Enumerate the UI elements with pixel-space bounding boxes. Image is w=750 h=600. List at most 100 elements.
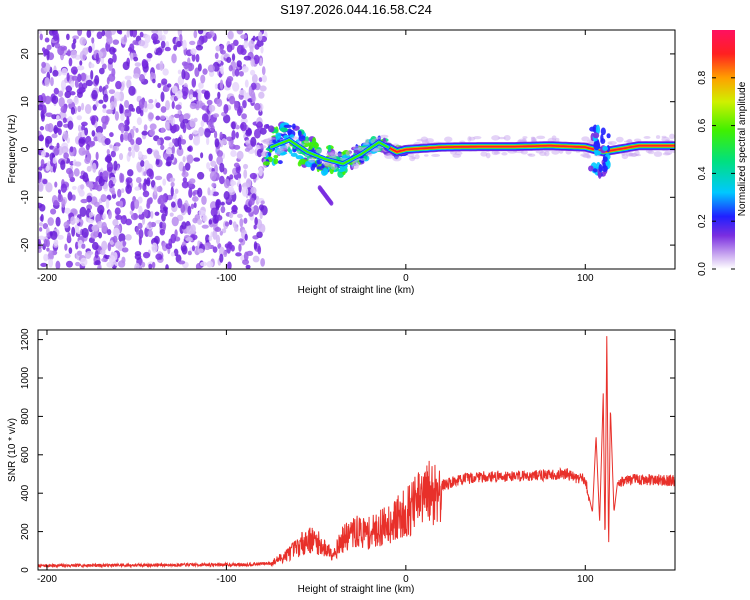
noise-speckle (101, 240, 108, 252)
noise-speckle (155, 253, 163, 260)
noise-speckle (233, 101, 239, 111)
noise-speckle (142, 154, 148, 160)
snr-y-tick-label: 600 (20, 446, 31, 463)
noise-speckle (152, 78, 156, 84)
noise-speckle (226, 44, 233, 53)
noise-speckle (261, 74, 267, 83)
noise-speckle (57, 193, 63, 203)
ridge-halo (527, 153, 532, 156)
noise-speckle (79, 206, 87, 217)
noise-speckle (220, 205, 226, 214)
noise-speckle (100, 194, 107, 203)
noise-speckle (56, 120, 63, 128)
noise-speckle (261, 66, 266, 76)
noise-speckle (81, 102, 85, 111)
noise-speckle (106, 228, 112, 236)
ridge-blob (273, 158, 279, 165)
noise-speckle (42, 178, 48, 185)
noise-speckle (215, 201, 220, 211)
noise-speckle (102, 170, 109, 181)
noise-speckle (151, 261, 156, 269)
noise-speckle (232, 81, 240, 92)
noise-speckle (201, 224, 209, 229)
noise-speckle (219, 230, 223, 236)
noise-speckle (210, 160, 217, 167)
noise-speckle (113, 160, 118, 171)
noise-speckle (162, 68, 169, 76)
noise-speckle (78, 146, 86, 156)
noise-speckle (143, 171, 147, 176)
noise-speckle (109, 144, 113, 149)
noise-speckle (197, 91, 202, 102)
noise-speckle (235, 131, 239, 139)
noise-speckle (206, 162, 211, 170)
noise-speckle (154, 211, 160, 216)
noise-speckle (187, 250, 192, 256)
ridge-halo (407, 153, 415, 158)
noise-speckle (102, 108, 107, 114)
noise-speckle (187, 57, 191, 65)
noise-speckle (200, 74, 206, 84)
noise-speckle (66, 72, 70, 82)
ridge-halo (669, 133, 675, 140)
noise-speckle (112, 53, 117, 63)
noise-speckle (189, 40, 196, 46)
noise-speckle (68, 57, 73, 67)
noise-speckle (156, 154, 162, 160)
noise-speckle (253, 241, 258, 250)
noise-speckle (81, 121, 88, 127)
noise-speckle (86, 250, 94, 256)
ridge-halo (362, 142, 370, 146)
noise-speckle (63, 152, 69, 159)
noise-speckle (154, 175, 163, 181)
colorbar-label: Normalized spectral amplitude (737, 81, 748, 216)
disturbance-blob (595, 124, 601, 135)
ridge-halo (261, 139, 267, 143)
noise-speckle (74, 79, 79, 88)
noise-speckle (108, 255, 116, 263)
colorbar-tick-label: 0.4 (697, 166, 708, 180)
noise-speckle (125, 234, 132, 241)
noise-speckle (191, 52, 196, 62)
noise-speckle (126, 30, 130, 38)
noise-speckle (151, 30, 159, 34)
noise-speckle (259, 85, 267, 92)
noise-speckle (229, 174, 234, 180)
noise-speckle (223, 250, 228, 258)
noise-speckle (141, 130, 148, 136)
noise-speckle (90, 115, 96, 126)
noise-speckle (165, 264, 169, 269)
noise-speckle (257, 245, 262, 255)
noise-speckle (231, 130, 236, 140)
noise-speckle (78, 189, 85, 197)
ridge-halo (392, 156, 402, 162)
noise-speckle (253, 54, 260, 65)
noise-speckle (137, 151, 143, 158)
noise-speckle (249, 172, 258, 180)
noise-speckle (255, 195, 260, 205)
spectrogram-y-tick-label: -10 (20, 190, 31, 205)
noise-speckle (239, 218, 244, 228)
noise-speckle (105, 109, 114, 115)
noise-speckle (191, 245, 196, 252)
noise-speckle (245, 264, 251, 269)
ridge-halo (274, 152, 281, 156)
noise-speckle (114, 207, 121, 215)
noise-speckle (98, 67, 105, 75)
noise-speckle (80, 257, 88, 267)
noise-speckle (50, 76, 54, 87)
noise-speckle (72, 35, 79, 40)
ridge-halo (536, 135, 546, 140)
ridge-blob (283, 124, 293, 129)
noise-speckle (150, 210, 154, 219)
noise-speckle (165, 100, 170, 111)
noise-speckle (66, 33, 70, 41)
noise-speckle (195, 53, 200, 63)
noise-speckle (238, 183, 242, 193)
noise-speckle (219, 131, 223, 140)
noise-speckle (70, 106, 76, 115)
noise-speckle (112, 219, 119, 227)
noise-speckle (252, 255, 260, 263)
noise-speckle (61, 86, 65, 93)
